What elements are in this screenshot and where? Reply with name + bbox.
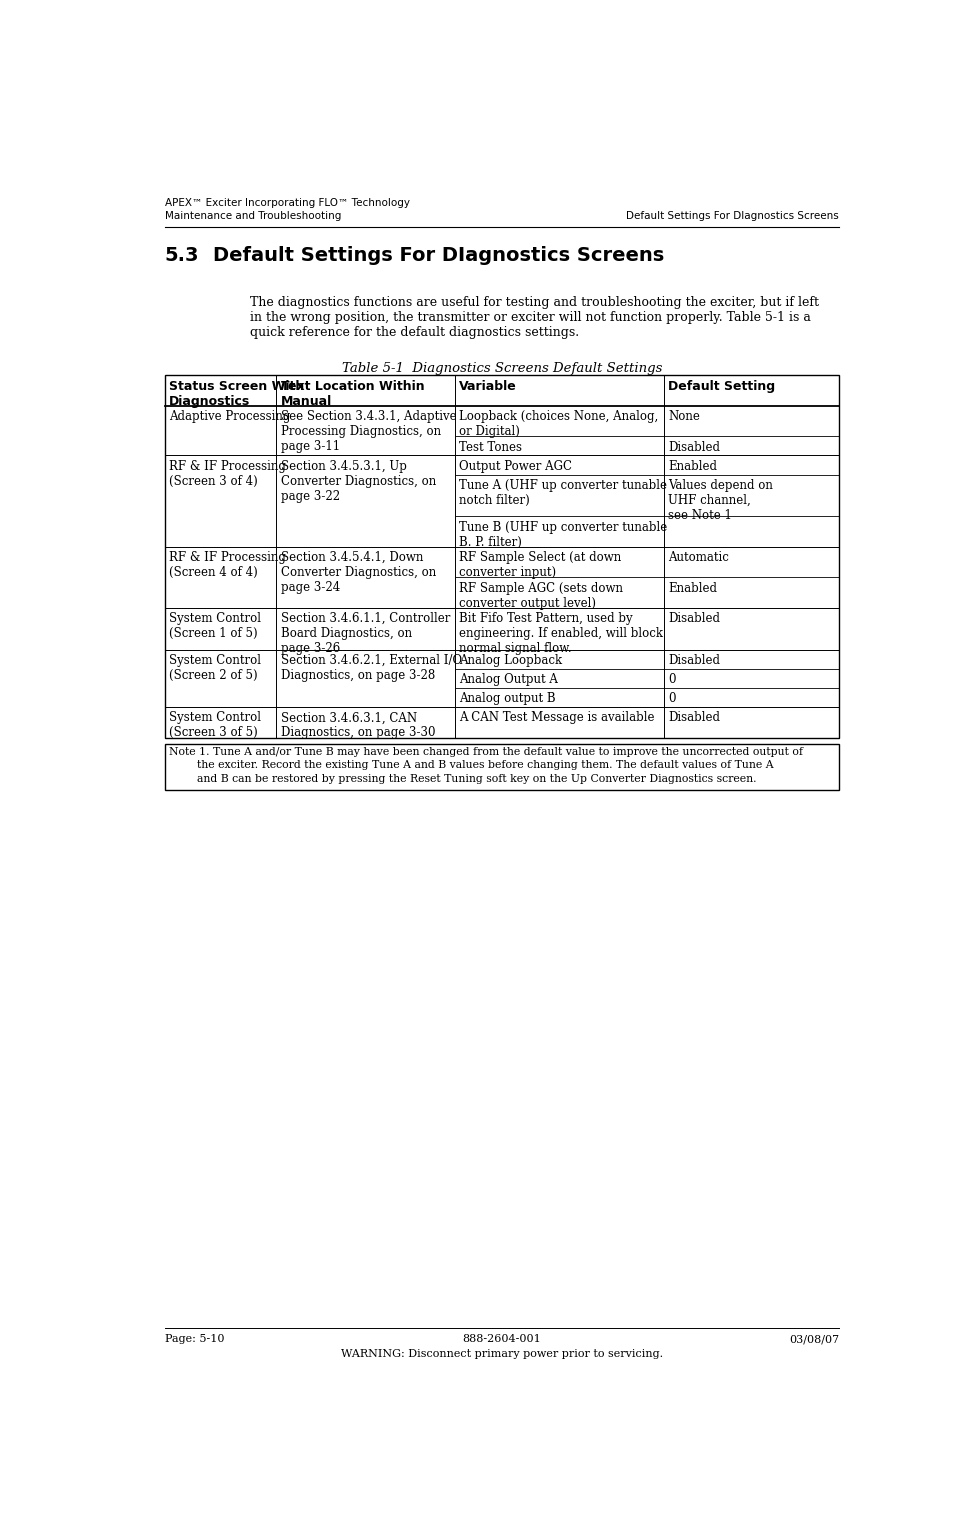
Text: Default Setting: Default Setting bbox=[669, 380, 775, 392]
Text: Section 3.4.6.2.1, External I/O
Diagnostics, on page 3-28: Section 3.4.6.2.1, External I/O Diagnost… bbox=[280, 655, 462, 682]
Text: Section 3.4.5.3.1, Up
Converter Diagnostics, on
page 3-22: Section 3.4.5.3.1, Up Converter Diagnost… bbox=[280, 460, 435, 503]
Text: Section 3.4.5.4.1, Down
Converter Diagnostics, on
page 3-24: Section 3.4.5.4.1, Down Converter Diagno… bbox=[280, 552, 435, 595]
Text: System Control
(Screen 1 of 5): System Control (Screen 1 of 5) bbox=[169, 612, 262, 641]
Bar bbox=[165, 375, 839, 738]
Text: The diagnostics functions are useful for testing and troubleshooting the exciter: The diagnostics functions are useful for… bbox=[250, 297, 819, 309]
Text: RF & IF Processing
(Screen 3 of 4): RF & IF Processing (Screen 3 of 4) bbox=[169, 460, 286, 487]
Text: Enabled: Enabled bbox=[669, 460, 717, 473]
Text: Text Location Within
Manual: Text Location Within Manual bbox=[280, 380, 425, 407]
Text: and B can be restored by pressing the Reset Tuning soft key on the Up Converter : and B can be restored by pressing the Re… bbox=[169, 773, 756, 784]
Text: APEX™ Exciter Incorporating FLO™ Technology: APEX™ Exciter Incorporating FLO™ Technol… bbox=[165, 198, 410, 207]
Text: Disabled: Disabled bbox=[669, 712, 720, 724]
Text: Values depend on
UHF channel,
see Note 1: Values depend on UHF channel, see Note 1 bbox=[669, 480, 773, 521]
Text: 03/08/07: 03/08/07 bbox=[789, 1334, 839, 1343]
Text: Bit Fifo Test Pattern, used by
engineering. If enabled, will block
normal signal: Bit Fifo Test Pattern, used by engineeri… bbox=[459, 612, 664, 655]
Text: 888-2604-001: 888-2604-001 bbox=[463, 1334, 541, 1343]
Text: Tune B (UHF up converter tunable
B. P. filter): Tune B (UHF up converter tunable B. P. f… bbox=[459, 521, 668, 549]
Bar bbox=[165, 744, 839, 790]
Text: Adaptive Processing: Adaptive Processing bbox=[169, 410, 291, 423]
Text: None: None bbox=[669, 410, 700, 423]
Text: 0: 0 bbox=[669, 673, 675, 686]
Text: Section 3.4.6.1.1, Controller
Board Diagnostics, on
page 3-26: Section 3.4.6.1.1, Controller Board Diag… bbox=[280, 612, 450, 655]
Text: Status Screen With
Diagnostics: Status Screen With Diagnostics bbox=[169, 380, 305, 407]
Text: Disabled: Disabled bbox=[669, 441, 720, 453]
Text: Disabled: Disabled bbox=[669, 612, 720, 626]
Text: WARNING: Disconnect primary power prior to servicing.: WARNING: Disconnect primary power prior … bbox=[341, 1349, 663, 1359]
Text: Analog output B: Analog output B bbox=[459, 692, 555, 705]
Text: System Control
(Screen 2 of 5): System Control (Screen 2 of 5) bbox=[169, 655, 262, 682]
Text: Page: 5-10: Page: 5-10 bbox=[165, 1334, 224, 1343]
Text: Enabled: Enabled bbox=[669, 581, 717, 595]
Text: A CAN Test Message is available: A CAN Test Message is available bbox=[459, 712, 655, 724]
Text: Output Power AGC: Output Power AGC bbox=[459, 460, 572, 473]
Text: Section 3.4.6.3.1, CAN
Diagnostics, on page 3-30: Section 3.4.6.3.1, CAN Diagnostics, on p… bbox=[280, 712, 435, 739]
Text: quick reference for the default diagnostics settings.: quick reference for the default diagnost… bbox=[250, 326, 579, 340]
Text: RF Sample AGC (sets down
converter output level): RF Sample AGC (sets down converter outpu… bbox=[459, 581, 624, 610]
Text: Maintenance and Troubleshooting: Maintenance and Troubleshooting bbox=[165, 212, 341, 221]
Text: Default Settings For DIagnostics Screens: Default Settings For DIagnostics Screens bbox=[627, 212, 839, 221]
Text: RF Sample Select (at down
converter input): RF Sample Select (at down converter inpu… bbox=[459, 552, 622, 579]
Text: Note 1. Tune A and/or Tune B may have been changed from the default value to imp: Note 1. Tune A and/or Tune B may have be… bbox=[169, 747, 803, 756]
Text: System Control
(Screen 3 of 5): System Control (Screen 3 of 5) bbox=[169, 712, 262, 739]
Text: Default Settings For DIagnostics Screens: Default Settings For DIagnostics Screens bbox=[213, 246, 664, 264]
Text: Disabled: Disabled bbox=[669, 655, 720, 667]
Text: Tune A (UHF up converter tunable
notch filter): Tune A (UHF up converter tunable notch f… bbox=[459, 480, 668, 507]
Text: RF & IF Processing
(Screen 4 of 4): RF & IF Processing (Screen 4 of 4) bbox=[169, 552, 286, 579]
Text: Test Tones: Test Tones bbox=[459, 441, 522, 453]
Text: Analog Loopback: Analog Loopback bbox=[459, 655, 562, 667]
Text: 0: 0 bbox=[669, 692, 675, 705]
Text: See Section 3.4.3.1, Adaptive
Processing Diagnostics, on
page 3-11: See Section 3.4.3.1, Adaptive Processing… bbox=[280, 410, 456, 453]
Text: Variable: Variable bbox=[459, 380, 517, 392]
Text: the exciter. Record the existing Tune A and B values before changing them. The d: the exciter. Record the existing Tune A … bbox=[169, 761, 774, 770]
Text: Automatic: Automatic bbox=[669, 552, 729, 564]
Text: Loopback (choices None, Analog,
or Digital): Loopback (choices None, Analog, or Digit… bbox=[459, 410, 659, 438]
Text: Analog Output A: Analog Output A bbox=[459, 673, 558, 686]
Text: 5.3: 5.3 bbox=[165, 246, 199, 264]
Text: in the wrong position, the transmitter or exciter will not function properly. Ta: in the wrong position, the transmitter o… bbox=[250, 310, 811, 324]
Text: Table 5-1  Diagnostics Screens Default Settings: Table 5-1 Diagnostics Screens Default Se… bbox=[342, 361, 662, 375]
